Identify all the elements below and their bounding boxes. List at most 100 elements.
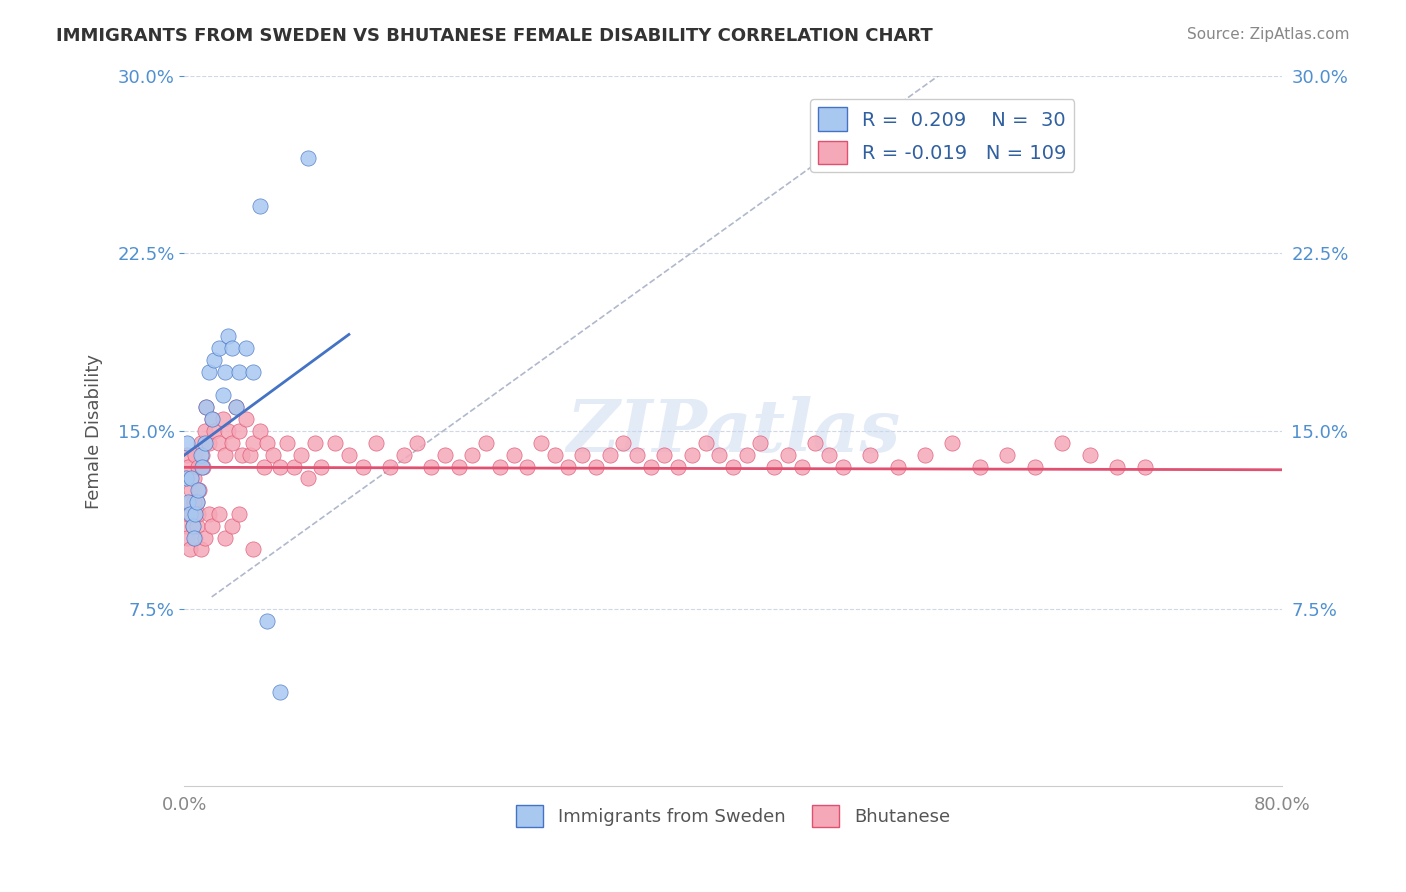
Point <box>181 518 204 533</box>
Point <box>194 531 217 545</box>
Point <box>256 435 278 450</box>
Point <box>249 424 271 438</box>
Point <box>186 518 208 533</box>
Point <box>323 435 346 450</box>
Point <box>447 459 470 474</box>
Point <box>204 424 226 438</box>
Point <box>191 459 214 474</box>
Point <box>262 448 284 462</box>
Point <box>242 365 264 379</box>
Point <box>221 435 243 450</box>
Point <box>177 507 200 521</box>
Point <box>571 448 593 462</box>
Point <box>191 448 214 462</box>
Point <box>352 459 374 474</box>
Point <box>995 448 1018 462</box>
Point <box>207 435 229 450</box>
Point <box>269 459 291 474</box>
Point <box>184 448 207 462</box>
Point <box>433 448 456 462</box>
Point <box>195 401 218 415</box>
Point <box>188 483 211 498</box>
Point <box>198 365 221 379</box>
Point <box>186 495 208 509</box>
Point <box>557 459 579 474</box>
Point <box>1024 459 1046 474</box>
Point <box>177 495 200 509</box>
Point <box>681 448 703 462</box>
Point <box>207 341 229 355</box>
Point <box>695 435 717 450</box>
Point <box>187 459 209 474</box>
Point <box>392 448 415 462</box>
Point <box>831 459 853 474</box>
Point <box>735 448 758 462</box>
Point <box>179 542 201 557</box>
Point <box>530 435 553 450</box>
Point <box>256 614 278 628</box>
Point <box>626 448 648 462</box>
Point <box>235 341 257 355</box>
Point <box>187 507 209 521</box>
Point <box>818 448 841 462</box>
Point <box>249 199 271 213</box>
Point <box>969 459 991 474</box>
Point <box>599 448 621 462</box>
Point <box>1107 459 1129 474</box>
Y-axis label: Female Disability: Female Disability <box>86 353 103 508</box>
Point <box>221 518 243 533</box>
Point <box>709 448 731 462</box>
Point <box>914 448 936 462</box>
Point <box>176 435 198 450</box>
Point <box>201 412 224 426</box>
Point <box>190 542 212 557</box>
Point <box>297 152 319 166</box>
Point <box>194 435 217 450</box>
Point <box>231 448 253 462</box>
Point <box>1078 448 1101 462</box>
Point <box>585 459 607 474</box>
Point <box>180 507 202 521</box>
Text: ZIPatlas: ZIPatlas <box>567 395 900 467</box>
Point <box>180 483 202 498</box>
Point <box>612 435 634 450</box>
Point <box>283 459 305 474</box>
Point <box>790 459 813 474</box>
Point <box>187 483 209 498</box>
Text: IMMIGRANTS FROM SWEDEN VS BHUTANESE FEMALE DISABILITY CORRELATION CHART: IMMIGRANTS FROM SWEDEN VS BHUTANESE FEMA… <box>56 27 934 45</box>
Point <box>461 448 484 462</box>
Point <box>204 352 226 367</box>
Point <box>225 401 247 415</box>
Point <box>721 459 744 474</box>
Point <box>378 459 401 474</box>
Point <box>198 435 221 450</box>
Point <box>804 435 827 450</box>
Point <box>269 684 291 698</box>
Point <box>179 495 201 509</box>
Point <box>214 531 236 545</box>
Point <box>654 448 676 462</box>
Point <box>183 495 205 509</box>
Point <box>749 435 772 450</box>
Point <box>420 459 443 474</box>
Point <box>640 459 662 474</box>
Point <box>253 459 276 474</box>
Point <box>201 412 224 426</box>
Point <box>174 471 197 485</box>
Point <box>776 448 799 462</box>
Point <box>214 448 236 462</box>
Point <box>502 448 524 462</box>
Point <box>186 495 208 509</box>
Point <box>190 448 212 462</box>
Point <box>859 448 882 462</box>
Point <box>179 507 201 521</box>
Point <box>176 448 198 462</box>
Point <box>544 448 567 462</box>
Point <box>190 435 212 450</box>
Point <box>1133 459 1156 474</box>
Point <box>941 435 963 450</box>
Point <box>242 542 264 557</box>
Point <box>184 507 207 521</box>
Point <box>174 518 197 533</box>
Point <box>304 435 326 450</box>
